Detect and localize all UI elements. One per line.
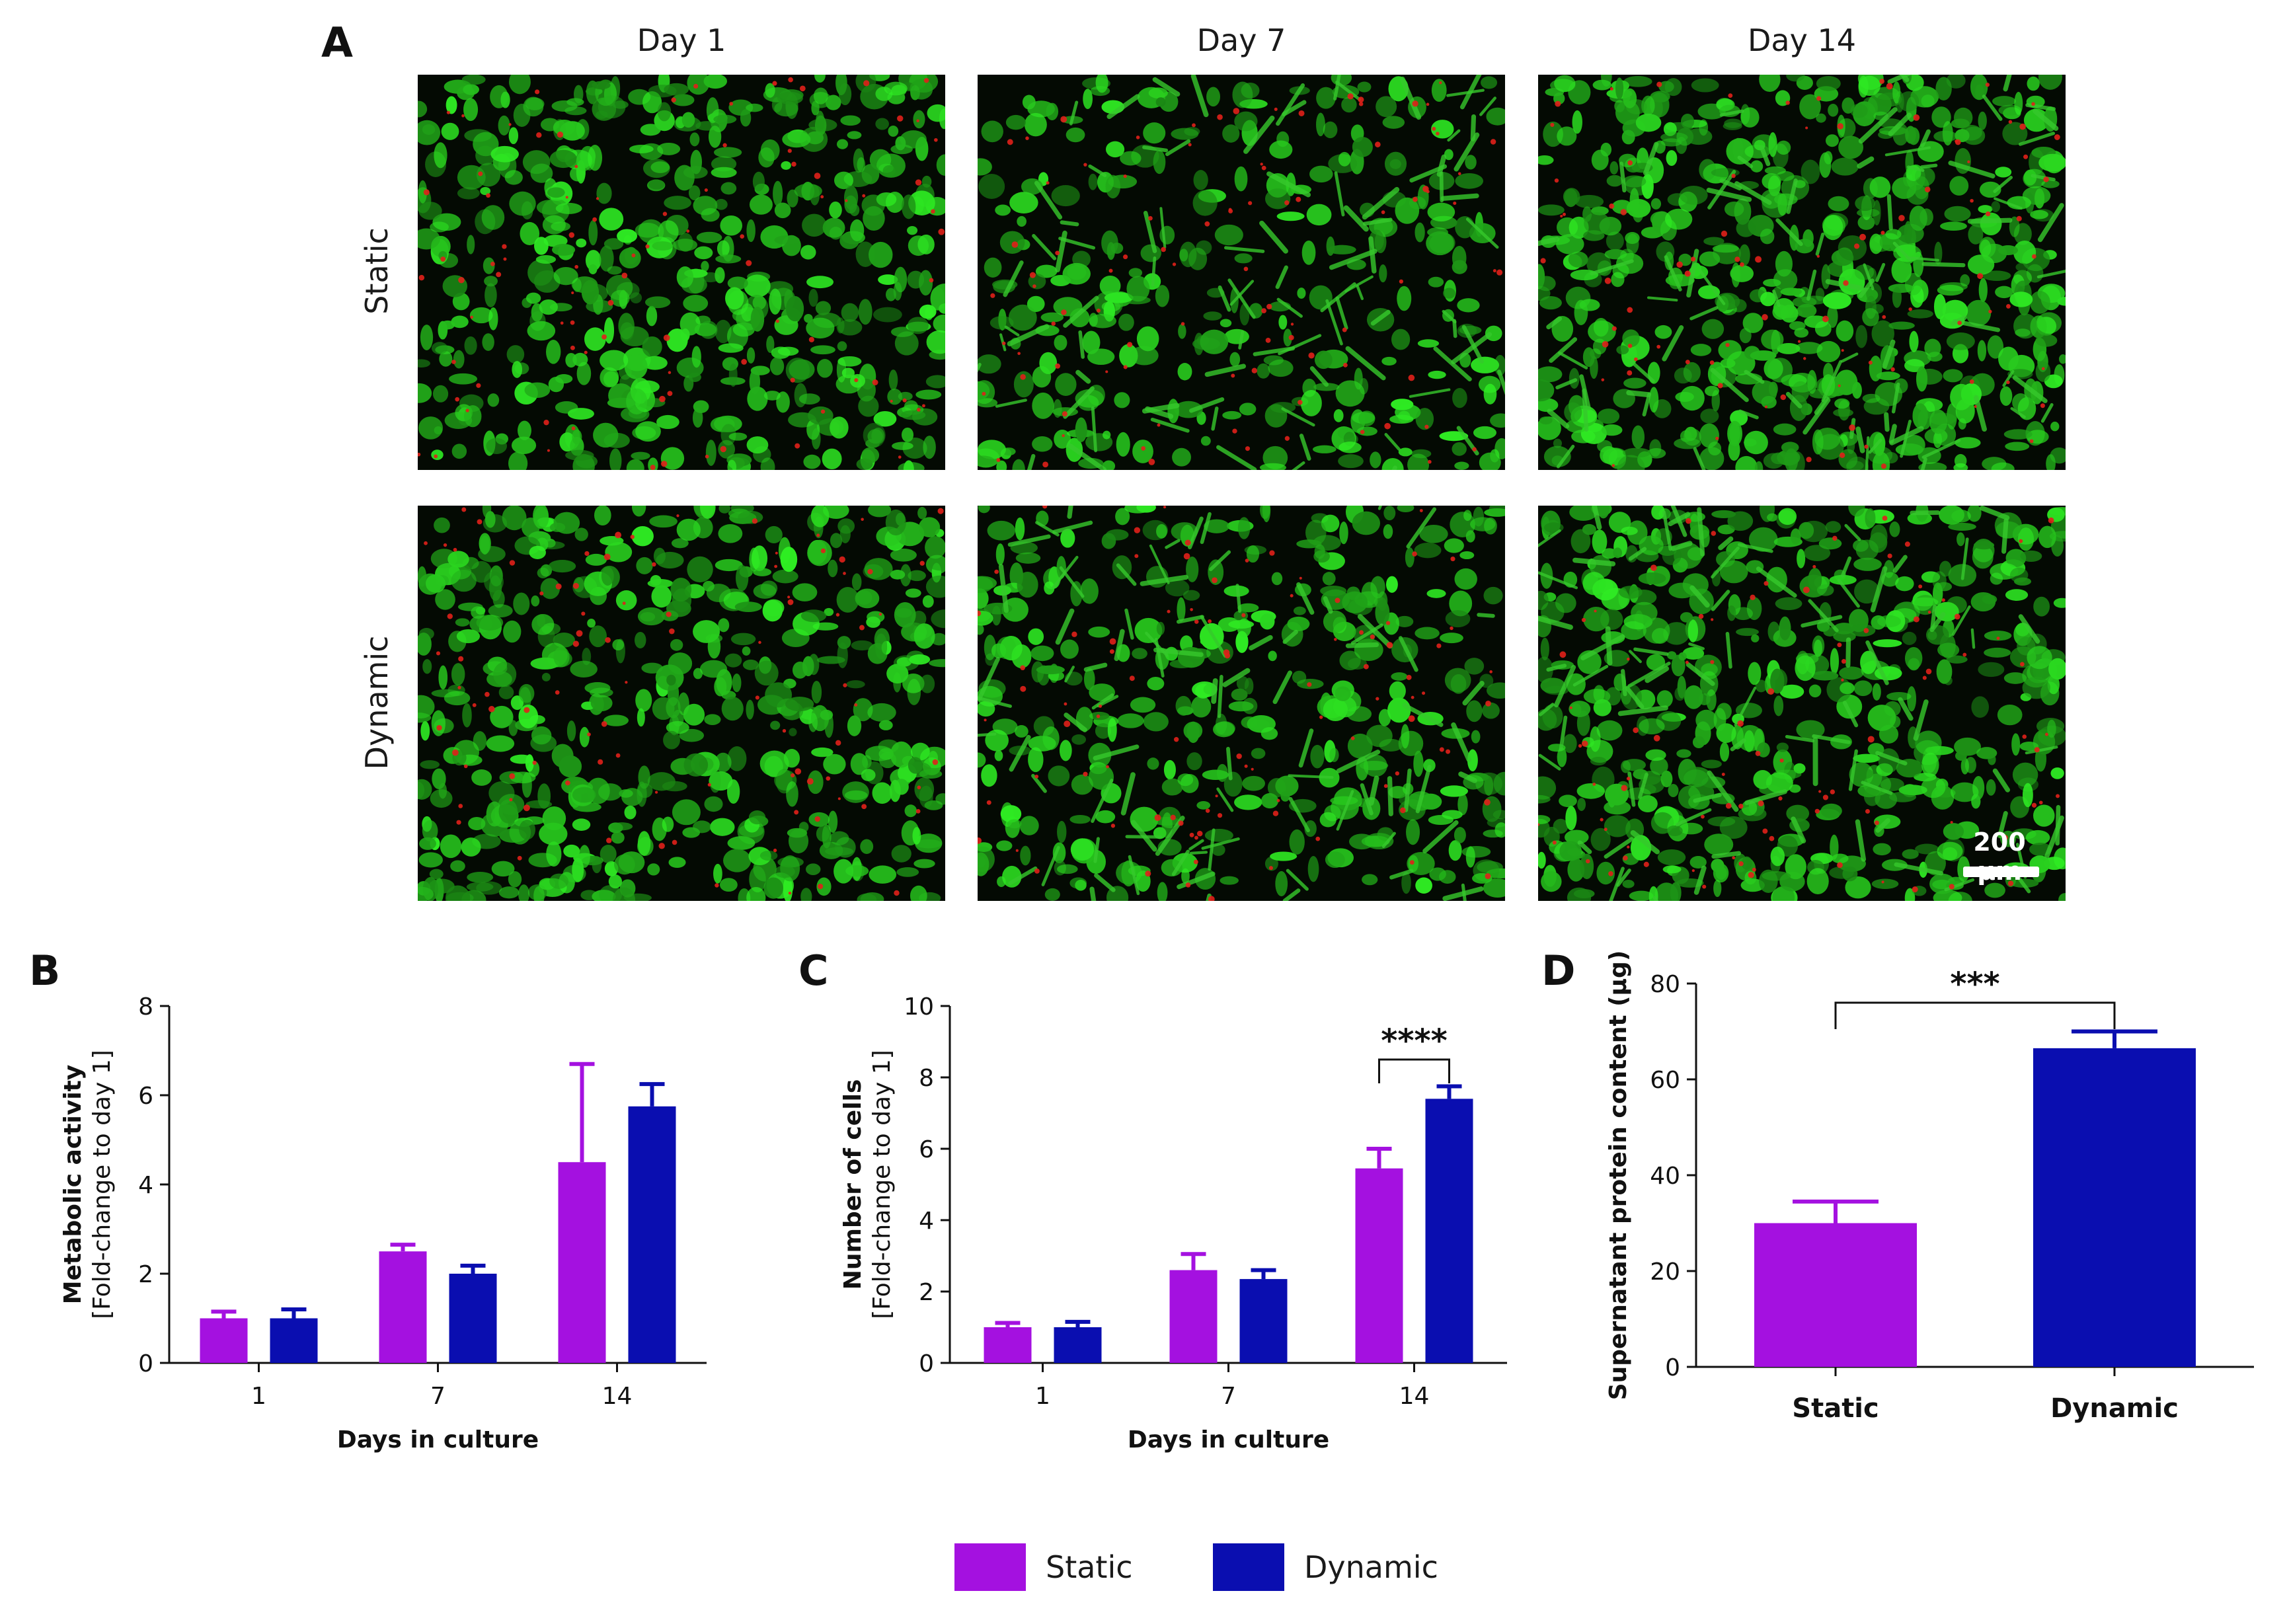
panel-letter-b: B: [29, 947, 60, 995]
y-axis-title: Metabolic activity: [59, 1065, 87, 1304]
micrograph-static-day-7: [978, 75, 1505, 470]
panel-letter-a: A: [321, 19, 353, 67]
bar-dynamic-day-14: [1425, 1099, 1473, 1363]
y-axis-title: Number of cells: [839, 1079, 867, 1290]
significance-stars: ****: [1381, 1023, 1447, 1060]
y-tick-label: 6: [919, 1136, 934, 1163]
bar-dynamic-day-1: [1054, 1327, 1102, 1363]
y-tick-label: 4: [138, 1172, 153, 1199]
bar-static-day-1: [200, 1318, 248, 1363]
x-tick-label: 14: [1399, 1383, 1430, 1410]
y-tick-label: 80: [1650, 971, 1680, 998]
bar-static-day-7: [1169, 1270, 1218, 1363]
legend-label-dynamic: Dynamic: [1304, 1549, 1438, 1585]
scale-bar: [1963, 867, 2039, 877]
micrograph-static-day-1: [418, 75, 945, 470]
micrograph-dynamic-day-1: [418, 506, 945, 901]
micrograph-dynamic-day-14: [1538, 506, 2066, 901]
y-tick-label: 2: [919, 1279, 934, 1306]
y-tick-label: 8: [919, 1065, 934, 1092]
y-tick-label: 4: [919, 1208, 934, 1235]
panel-letter-c: C: [798, 947, 829, 995]
y-axis-subtitle: [Fold-change to day 1]: [869, 1050, 896, 1319]
y-tick-label: 0: [138, 1350, 153, 1377]
bar-dynamic: [2033, 1048, 2196, 1367]
x-tick-label: 1: [251, 1383, 266, 1410]
bar-dynamic-day-7: [449, 1274, 497, 1363]
x-tick-label: 1: [1035, 1383, 1050, 1410]
chart-d-svg: D 0 20 40 60 80 Static Dynamic *** Supernatant pr…: [1541, 947, 2254, 1424]
column-label-day-7: Day 7: [1196, 22, 1286, 58]
x-tick-label: 7: [1221, 1383, 1236, 1410]
significance-bracket: [1378, 1058, 1450, 1083]
legend-label-static: Static: [1046, 1549, 1133, 1585]
chart-c-svg: C 0 2 4 6 8 10 1 7 14 **** Days in culture Number of…: [798, 947, 1507, 1453]
x-tick-label: 7: [430, 1383, 446, 1410]
column-label-day-14: Day 14: [1748, 22, 1856, 58]
bar-static-day-14: [558, 1162, 606, 1363]
legend-item-dynamic: Dynamic: [1213, 1543, 1438, 1591]
y-tick-label: 10: [904, 993, 934, 1021]
y-axis-title: Supernatant protein content (µg): [1605, 950, 1632, 1401]
bar-dynamic-day-7: [1239, 1279, 1288, 1363]
column-label-day-1: Day 1: [637, 22, 726, 58]
x-tick-label: Static: [1792, 1393, 1879, 1424]
bar-static-day-14: [1355, 1168, 1403, 1363]
y-tick-label: 8: [138, 993, 153, 1021]
bar-static-day-7: [379, 1251, 427, 1363]
row-label-dynamic: Dynamic: [359, 635, 395, 770]
y-tick-label: 20: [1650, 1258, 1680, 1286]
y-tick-label: 6: [138, 1083, 153, 1110]
y-tick-label: 0: [919, 1350, 934, 1377]
x-axis-title: Days in culture: [337, 1426, 539, 1453]
significance-stars: ***: [1950, 966, 1999, 1003]
legend-swatch-dynamic: [1213, 1543, 1284, 1591]
legend-item-static: Static: [954, 1543, 1133, 1591]
x-tick-label: 14: [602, 1383, 633, 1410]
x-tick-label: Dynamic: [2050, 1393, 2179, 1424]
chart-c: C 0 2 4 6 8 10 1 7 14 **** Days in culture Number of…: [787, 939, 1553, 1481]
y-tick-label: 2: [138, 1261, 153, 1288]
y-tick-label: 60: [1650, 1067, 1680, 1094]
bar-static: [1754, 1223, 1917, 1367]
y-tick-label: 40: [1650, 1163, 1680, 1190]
y-axis-subtitle: [Fold-change to day 1]: [89, 1050, 116, 1319]
y-tick-label: 0: [1665, 1354, 1680, 1381]
chart-d: D 0 20 40 60 80 Static Dynamic *** Supernatant pr…: [1540, 939, 2280, 1481]
micrograph-dynamic-day-7: [978, 506, 1505, 901]
significance-bracket: [1834, 1001, 2116, 1029]
chart-b: B 0 2 4 6 8 1 7 14 Days in culture Metabolic activ…: [0, 939, 767, 1481]
micrograph-static-day-14: [1538, 75, 2066, 470]
chart-b-svg: B 0 2 4 6 8 1 7 14 Days in culture Metabolic activ…: [29, 947, 707, 1453]
legend-swatch-static: [954, 1543, 1026, 1591]
bar-dynamic-day-14: [628, 1106, 676, 1363]
bar-dynamic-day-1: [270, 1318, 318, 1363]
x-axis-title: Days in culture: [1128, 1426, 1329, 1453]
row-label-static: Static: [359, 227, 395, 315]
panel-letter-d: D: [1541, 947, 1575, 995]
bar-static-day-1: [984, 1327, 1032, 1363]
